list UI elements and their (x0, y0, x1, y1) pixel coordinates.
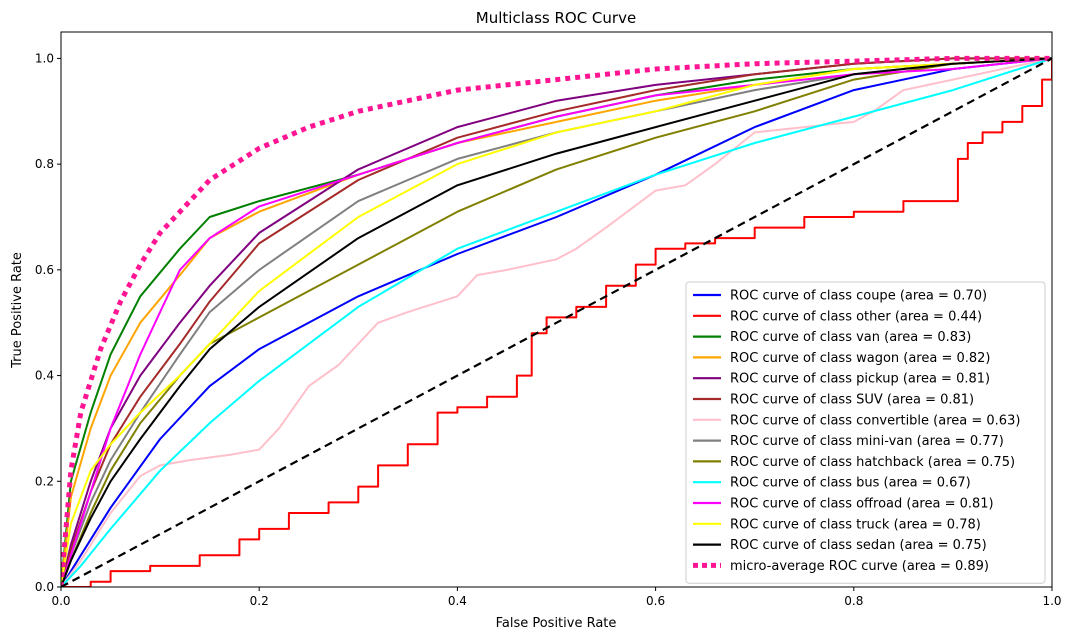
legend-entry-label: ROC curve of class hatchback (area = 0.7… (730, 455, 1015, 470)
series-line-roc-curve-of-class-offroad (61, 57, 1052, 587)
y-tick-label: 0.8 (35, 157, 54, 171)
x-tick-label: 0.4 (448, 594, 467, 608)
x-tick-label: 0.2 (250, 594, 269, 608)
y-tick-label: 0.6 (35, 263, 54, 277)
legend-entry-label: ROC curve of class sedan (area = 0.75) (730, 538, 987, 553)
series-line-roc-curve-of-class-coupe (61, 57, 1052, 587)
legend-entry-label: ROC curve of class truck (area = 0.78) (730, 517, 981, 532)
legend-entry-label: ROC curve of class mini-van (area = 0.77… (730, 434, 1004, 449)
legend-entry-label: micro-average ROC curve (area = 0.89) (730, 559, 989, 574)
series-line-roc-curve-of-class-van (61, 57, 1052, 587)
legend-entry-label: ROC curve of class coupe (area = 0.70) (730, 289, 987, 304)
x-tick-label: 1.0 (1042, 594, 1061, 608)
legend-entry-label: ROC curve of class convertible (area = 0… (730, 413, 1020, 428)
x-tick-label: 0.8 (844, 594, 863, 608)
series-line-micro-average-roc-curve (61, 55, 1052, 587)
y-tick-label: 0.4 (35, 369, 54, 383)
series-layer (61, 55, 1052, 587)
y-tick-label: 0.2 (35, 474, 54, 488)
legend-entry-label: ROC curve of class wagon (area = 0.82) (730, 351, 991, 366)
series-line-roc-curve-of-class-bus (61, 57, 1052, 587)
series-line-roc-curve-of-class-sedan (61, 57, 1052, 587)
y-axis-label: True Positive Rate (10, 252, 25, 369)
legend-box (685, 281, 1046, 584)
x-tick-label: 0.6 (646, 594, 665, 608)
series-line-roc-curve-of-class-convertible (61, 57, 1052, 587)
legend-entry-label: ROC curve of class bus (area = 0.67) (730, 476, 971, 491)
chart-title: Multiclass ROC Curve (476, 9, 636, 27)
x-tick-label: 0.0 (51, 594, 70, 608)
chance-diagonal-line (61, 57, 1052, 587)
series-line-roc-curve-of-class-truck (61, 57, 1052, 587)
y-tick-label: 1.0 (35, 51, 54, 65)
legend-entry-label: ROC curve of class SUV (area = 0.81) (730, 393, 974, 408)
y-tick-label: 0.0 (35, 580, 54, 594)
x-axis-label: False Positive Rate (496, 616, 617, 631)
legend-entry-label: ROC curve of class pickup (area = 0.81) (730, 372, 990, 387)
series-line-roc-curve-of-class-other (61, 58, 1052, 587)
axes-layer: 0.0 0.2 0.4 0.6 0.8 1.0 0.0 0.2 0.4 0.6 0.8 1.0 (35, 31, 1062, 608)
series-line-roc-curve-of-class-mini-van (61, 57, 1052, 587)
legend-entry-label: ROC curve of class other (area = 0.44) (730, 309, 982, 324)
series-line-roc-curve-of-class-suv (61, 57, 1052, 587)
legend: ROC curve of class coupe (area = 0.70) RO… (685, 281, 1046, 584)
series-line-roc-curve-of-class-hatchback (61, 57, 1052, 587)
plot-frame (60, 31, 1053, 588)
legend-entry-label: ROC curve of class offroad (area = 0.81) (730, 497, 994, 512)
legend-entry-label: ROC curve of class van (area = 0.83) (730, 330, 971, 345)
